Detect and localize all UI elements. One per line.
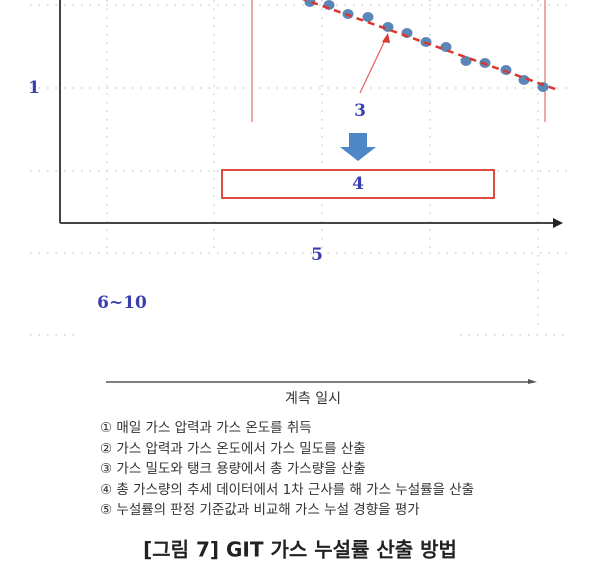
- step-3: ③ 가스 밀도와 탱크 용량에서 총 가스량을 산출: [100, 461, 366, 477]
- data-point: [500, 65, 512, 75]
- label-6-10: 6~10: [97, 293, 147, 313]
- pointer-line: [359, 37, 387, 94]
- label-5: 5: [311, 245, 323, 265]
- step-5: ⑤ 누설률의 판정 기준값과 비교해 가스 누설 경향을 평가: [100, 502, 420, 518]
- time-axis-title: 계측 일시: [285, 391, 341, 407]
- label-4: 4: [352, 174, 364, 194]
- data-point: [362, 12, 374, 22]
- data-point: [440, 42, 452, 52]
- trend-line: [301, 0, 559, 92]
- step-4: ④ 총 가스량의 추세 데이터에서 1차 근사를 해 가스 누설률을 산출: [100, 481, 475, 498]
- step-1: ① 매일 가스 압력과 가스 온도를 취득: [100, 420, 312, 436]
- label-3: 3: [354, 101, 366, 121]
- step-2: ② 가스 압력과 가스 온도에서 가스 밀도를 산출: [100, 440, 366, 457]
- pointer-arrowhead: [382, 33, 390, 43]
- label-1: 1: [28, 78, 40, 98]
- grid: [30, 0, 570, 336]
- figure-caption: [그림 7] GIT 가스 누설률 산출 방법: [143, 537, 457, 562]
- step-list: ① 매일 가스 압력과 가스 온도를 취득 ② 가스 압력과 가스 온도에서 가…: [100, 418, 474, 521]
- down-arrow-icon: [340, 133, 376, 161]
- approximation-box: [221, 169, 495, 199]
- time-axis-arrowhead: [528, 379, 537, 384]
- data-point: [460, 56, 472, 66]
- data-point: [518, 75, 530, 85]
- x-axis-arrowhead: [553, 218, 563, 228]
- data-points: [304, 0, 549, 92]
